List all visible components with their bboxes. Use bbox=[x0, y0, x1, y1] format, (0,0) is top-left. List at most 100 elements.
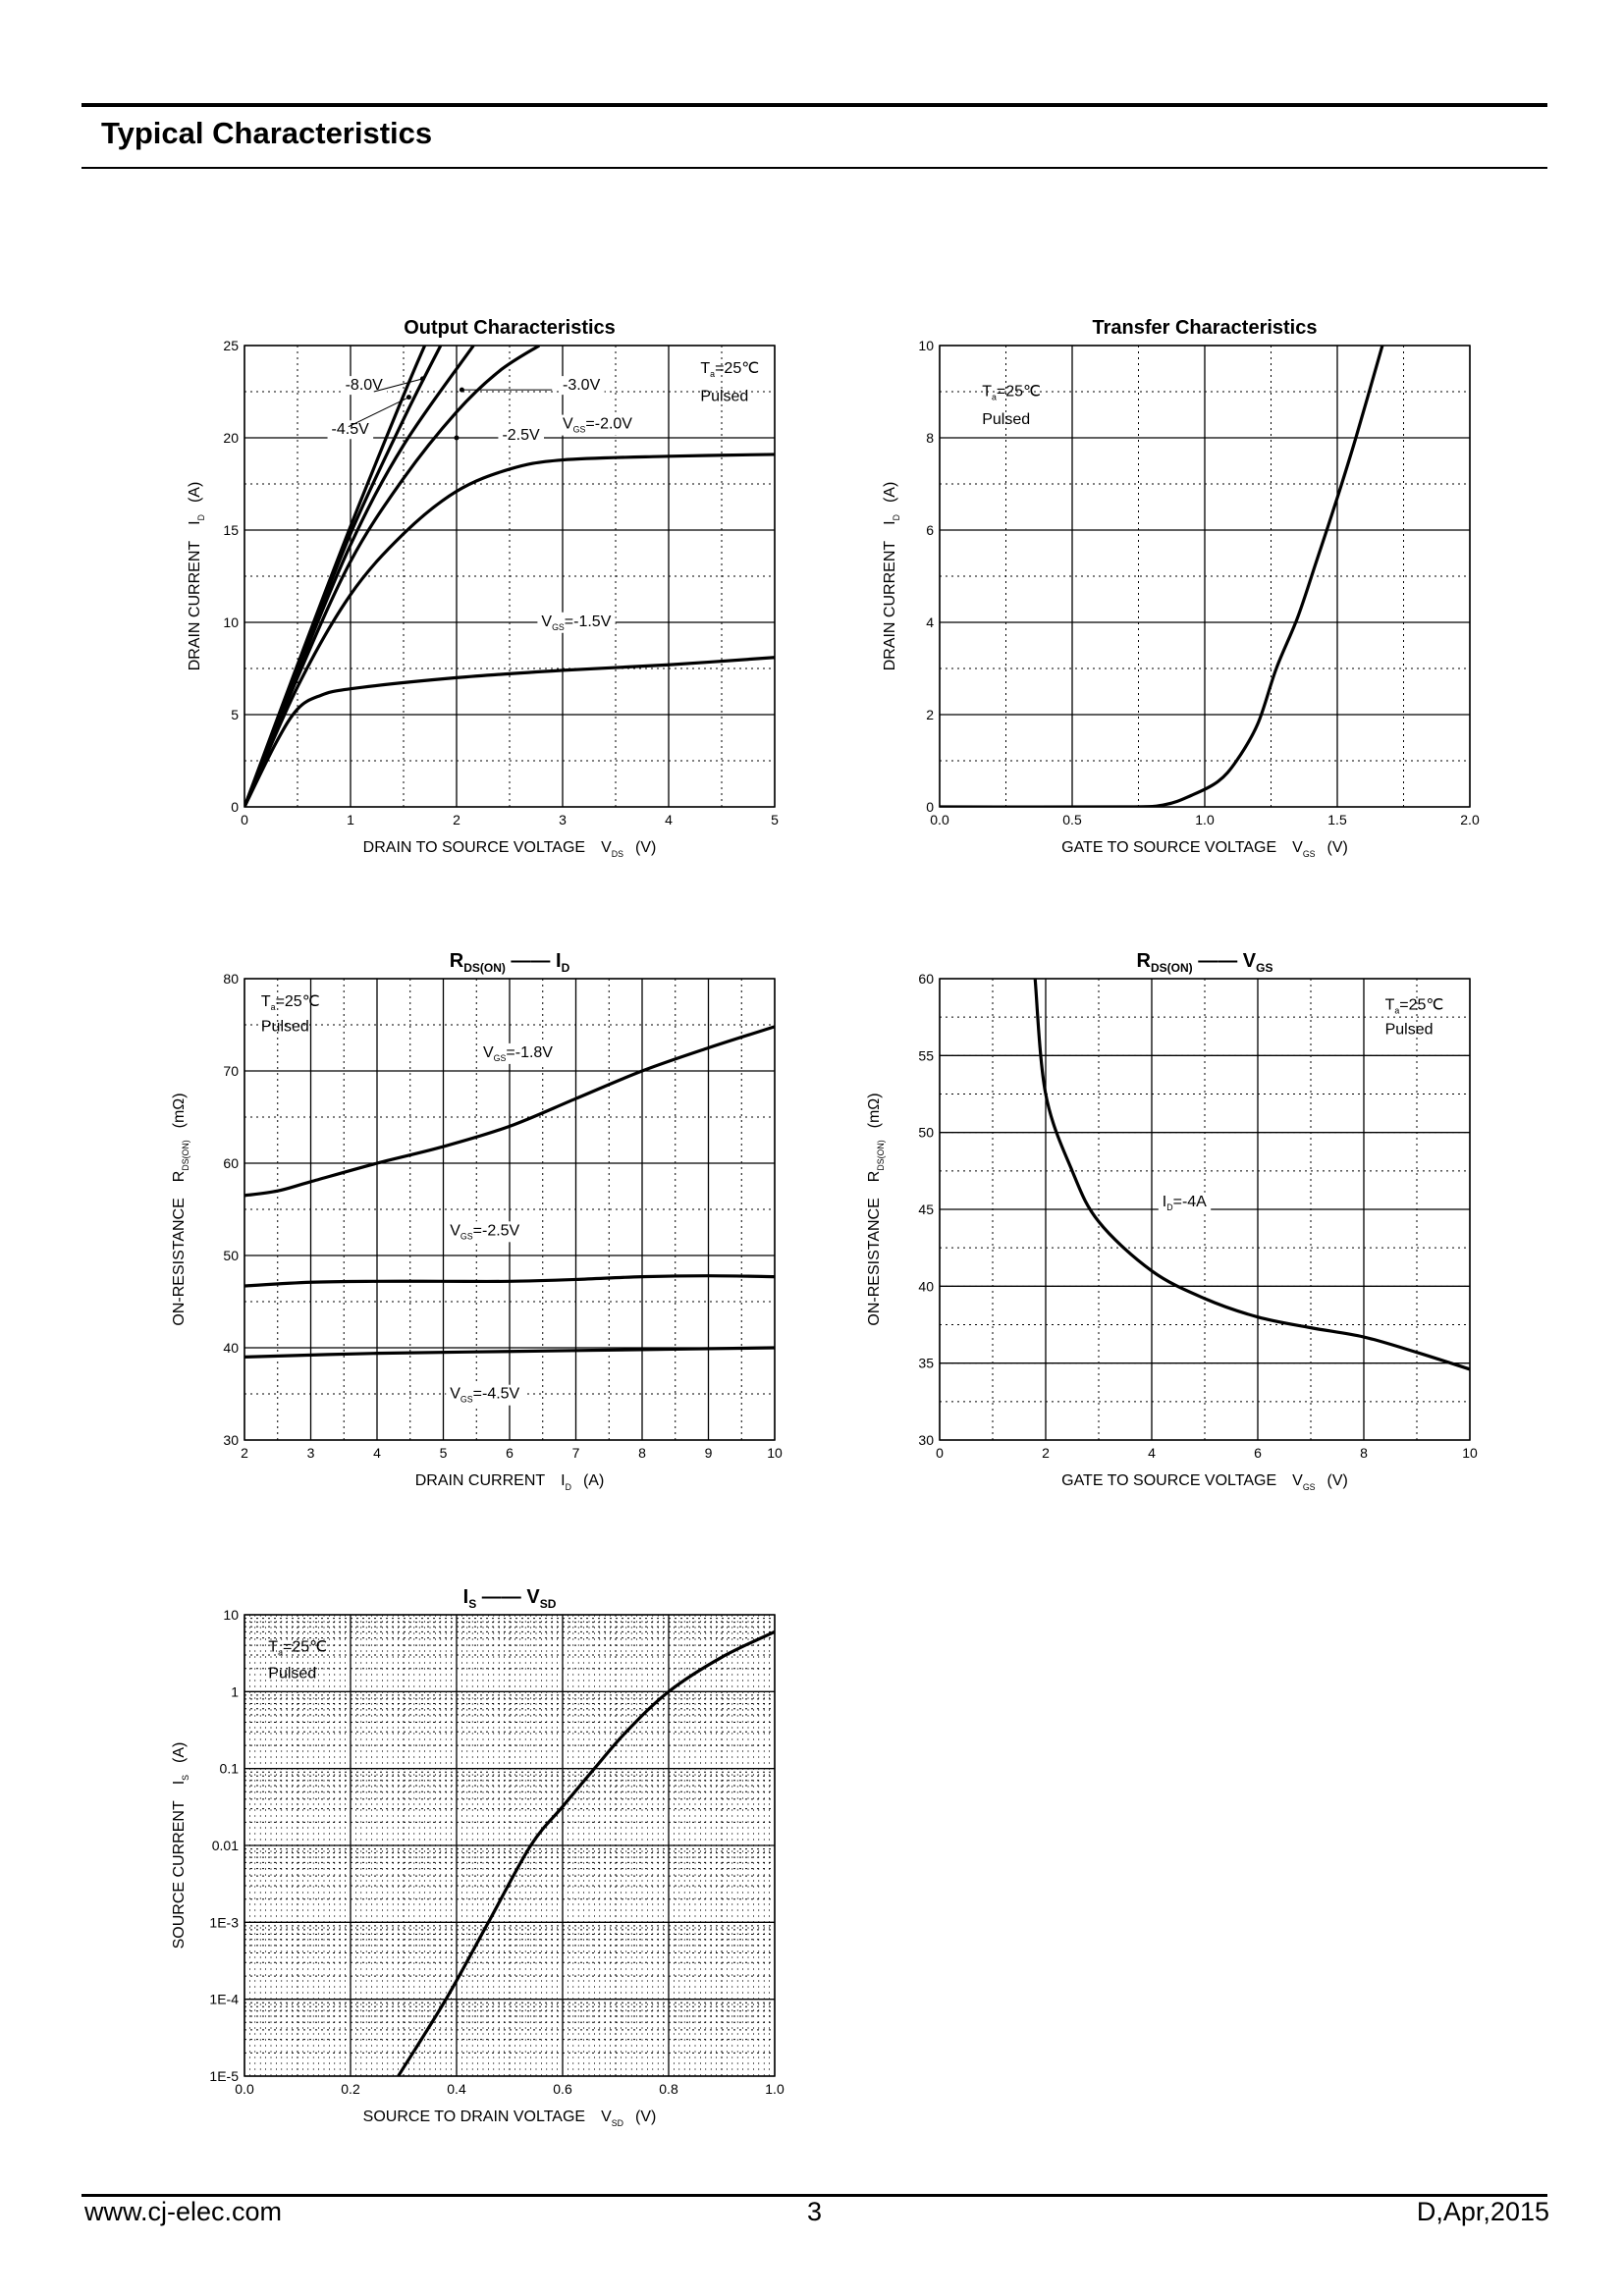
header-rule-bottom bbox=[81, 167, 1547, 169]
series-line-2 bbox=[244, 1274, 775, 1288]
annotation-value: =25℃ bbox=[997, 384, 1041, 400]
y-tick-label: 60 bbox=[918, 971, 934, 987]
annotation-bg bbox=[327, 420, 374, 440]
y-axis-symbol: R bbox=[866, 1171, 883, 1183]
y-tick-label: 10 bbox=[223, 614, 239, 630]
x-tick-label: 0 bbox=[936, 1445, 944, 1461]
x-axis-subscript: GS bbox=[1303, 1482, 1316, 1492]
x-tick-label: 10 bbox=[767, 1445, 783, 1461]
x-tick-label: 3 bbox=[559, 812, 567, 828]
x-tick-label: 0.0 bbox=[930, 812, 949, 828]
x-axis-label: DRAIN TO SOURCE VOLTAGE VDS (V) bbox=[363, 839, 657, 859]
y-tick-label: 50 bbox=[918, 1125, 934, 1141]
y-axis-subscript: DS(ON) bbox=[876, 1140, 886, 1170]
y-axis-unit: (A) bbox=[882, 482, 898, 503]
x-axis-name: GATE TO SOURCE VOLTAGE bbox=[1061, 839, 1276, 856]
annotation-label: VGS=-1.5V bbox=[541, 614, 611, 632]
y-axis-unit: (mΩ) bbox=[171, 1093, 188, 1128]
plot-frame bbox=[939, 978, 1471, 1441]
y-tick-label: 30 bbox=[223, 1432, 239, 1448]
x-axis-label: GATE TO SOURCE VOLTAGE VGS (V) bbox=[1061, 839, 1348, 859]
x-tick-label: 9 bbox=[705, 1445, 713, 1461]
annotation-label: -4.5V bbox=[332, 421, 370, 438]
footer-revision: D,Apr,2015 bbox=[1416, 2197, 1549, 2226]
annotation-subscript: a bbox=[710, 369, 715, 379]
y-axis-label: ON-RESISTANCE RDS(ON) (mΩ) bbox=[171, 1093, 190, 1325]
y-tick-label: 40 bbox=[223, 1340, 239, 1356]
annotation-bg bbox=[446, 1221, 524, 1243]
annotation-text: V bbox=[563, 416, 573, 433]
chart-title: Transfer Characteristics bbox=[1092, 317, 1317, 339]
annotation-value: =25℃ bbox=[715, 360, 759, 377]
title-subscript-a: DS(ON) bbox=[1151, 961, 1193, 975]
y-tick-label: 70 bbox=[223, 1063, 239, 1079]
x-tick-label: 3 bbox=[307, 1445, 315, 1461]
x-tick-label: 0.0 bbox=[235, 2081, 254, 2097]
leader-arrow bbox=[348, 397, 409, 428]
x-tick-label: 0.5 bbox=[1062, 812, 1082, 828]
x-tick-label: 8 bbox=[1360, 1445, 1368, 1461]
annotation-text: V bbox=[450, 1386, 460, 1403]
y-tick-label: 0 bbox=[926, 799, 934, 815]
x-tick-label: 10 bbox=[1462, 1445, 1478, 1461]
series-line-1 bbox=[397, 1629, 775, 2076]
title-symbol-b: V bbox=[1243, 950, 1257, 972]
y-axis-name: ON-RESISTANCE bbox=[171, 1198, 188, 1325]
title-symbol-b: I bbox=[556, 950, 562, 972]
x-axis-subscript: GS bbox=[1303, 849, 1316, 859]
annotation-value: =25℃ bbox=[1399, 996, 1443, 1013]
annotation-text: V bbox=[450, 1222, 460, 1239]
x-tick-label: 0.2 bbox=[341, 2081, 360, 2097]
chart-5: 0.0 0.2 0.4 0.6 0.8 1.0 1E-5 1E-4 1E-3 0.01 0.1 1 10… bbox=[171, 1586, 785, 2128]
annotation-bg bbox=[498, 425, 545, 445]
annotation-subscript: D bbox=[1166, 1202, 1172, 1212]
y-tick-label: 1E-5 bbox=[209, 2068, 239, 2084]
annotation-text: T bbox=[982, 384, 992, 400]
annotation-label: -8.0V bbox=[346, 377, 384, 394]
chart-4: 0 2 4 6 8 10 30 35 40 45 50 55 60 ID=-4A Ta=25℃ Pulsed R… bbox=[866, 950, 1478, 1492]
page-title: Typical Characteristics bbox=[101, 116, 433, 150]
annotation-text: V bbox=[483, 1044, 494, 1061]
x-tick-label: 5 bbox=[771, 812, 779, 828]
annotation-subscript: a bbox=[1394, 1005, 1399, 1015]
y-tick-label: 15 bbox=[223, 522, 239, 538]
y-tick-label: 10 bbox=[223, 1607, 239, 1623]
annotation-label: VGS=-4.5V bbox=[450, 1386, 519, 1405]
y-tick-label: 20 bbox=[223, 430, 239, 446]
y-axis-unit: (A) bbox=[187, 482, 203, 503]
x-tick-label: 4 bbox=[373, 1445, 381, 1461]
y-tick-label: 6 bbox=[926, 522, 934, 538]
title-dash: —— bbox=[1193, 950, 1243, 972]
chart-title: Output Characteristics bbox=[404, 317, 616, 339]
annotation-subscript: GS bbox=[573, 425, 586, 435]
y-tick-label: 4 bbox=[926, 614, 934, 630]
annotation-label: Pulsed bbox=[261, 1019, 309, 1036]
annotation-label: Pulsed bbox=[700, 388, 748, 404]
chart-2: 0.0 0.5 1.0 1.5 2.0 0 2 4 6 8 10 Ta=25℃ Pulsed Transf… bbox=[882, 317, 1480, 859]
y-tick-label: 0 bbox=[231, 799, 239, 815]
x-axis-label: DRAIN CURRENT ID (A) bbox=[415, 1472, 605, 1492]
x-axis-unit: (V) bbox=[1327, 1472, 1348, 1489]
annotation-label: Ta=25℃ bbox=[982, 384, 1041, 402]
x-axis-name: DRAIN CURRENT bbox=[415, 1472, 546, 1489]
arrow-head bbox=[406, 395, 411, 400]
x-tick-label: 4 bbox=[1148, 1445, 1156, 1461]
chart-title: RDS(ON) —— VGS bbox=[1137, 950, 1273, 975]
x-tick-label: 8 bbox=[638, 1445, 646, 1461]
y-tick-label: 0.01 bbox=[212, 1838, 239, 1853]
y-tick-label: 2 bbox=[926, 707, 934, 722]
x-axis-name: SOURCE TO DRAIN VOLTAGE bbox=[363, 2109, 585, 2125]
series-line-1 bbox=[244, 1025, 775, 1198]
series-line-1 bbox=[244, 656, 775, 807]
annotation-bg bbox=[446, 1384, 524, 1406]
annotation-label: VGS=-2.5V bbox=[450, 1222, 519, 1241]
title-symbol-a: I bbox=[463, 1586, 469, 1608]
x-axis-label: GATE TO SOURCE VOLTAGE VGS (V) bbox=[1061, 1472, 1348, 1492]
y-tick-label: 1 bbox=[231, 1683, 239, 1699]
x-tick-label: 0.6 bbox=[553, 2081, 572, 2097]
title-symbol-a: R bbox=[1137, 950, 1152, 972]
annotation-text: T bbox=[261, 993, 271, 1010]
footer-website[interactable]: www.cj-elec.com bbox=[84, 2197, 283, 2226]
annotation-bg bbox=[559, 414, 637, 436]
annotation-subscript: a bbox=[992, 393, 997, 402]
